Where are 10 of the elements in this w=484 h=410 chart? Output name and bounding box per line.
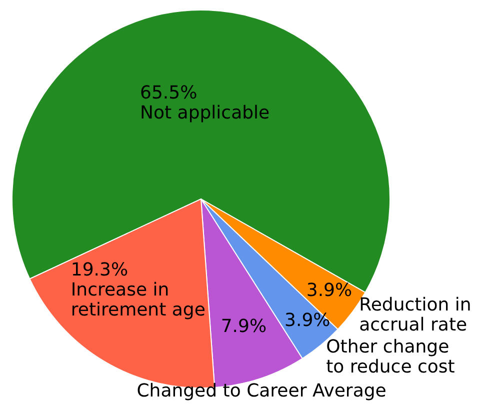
slice-label: Reduction in accrual rate	[359, 294, 472, 336]
slice-label: Not applicable	[140, 102, 270, 124]
slice-label: Other change to reduce cost	[326, 336, 455, 378]
data-label: 7.9%	[220, 316, 267, 338]
data-label: 19.3%	[70, 259, 128, 280]
slice-label: Increase in retirement age	[70, 279, 206, 320]
slice-label: Changed to Career Average	[136, 380, 386, 402]
data-label: 3.9%	[284, 310, 330, 332]
data-label: 3.9%	[306, 280, 352, 302]
data-label: 65.5%	[140, 82, 198, 104]
